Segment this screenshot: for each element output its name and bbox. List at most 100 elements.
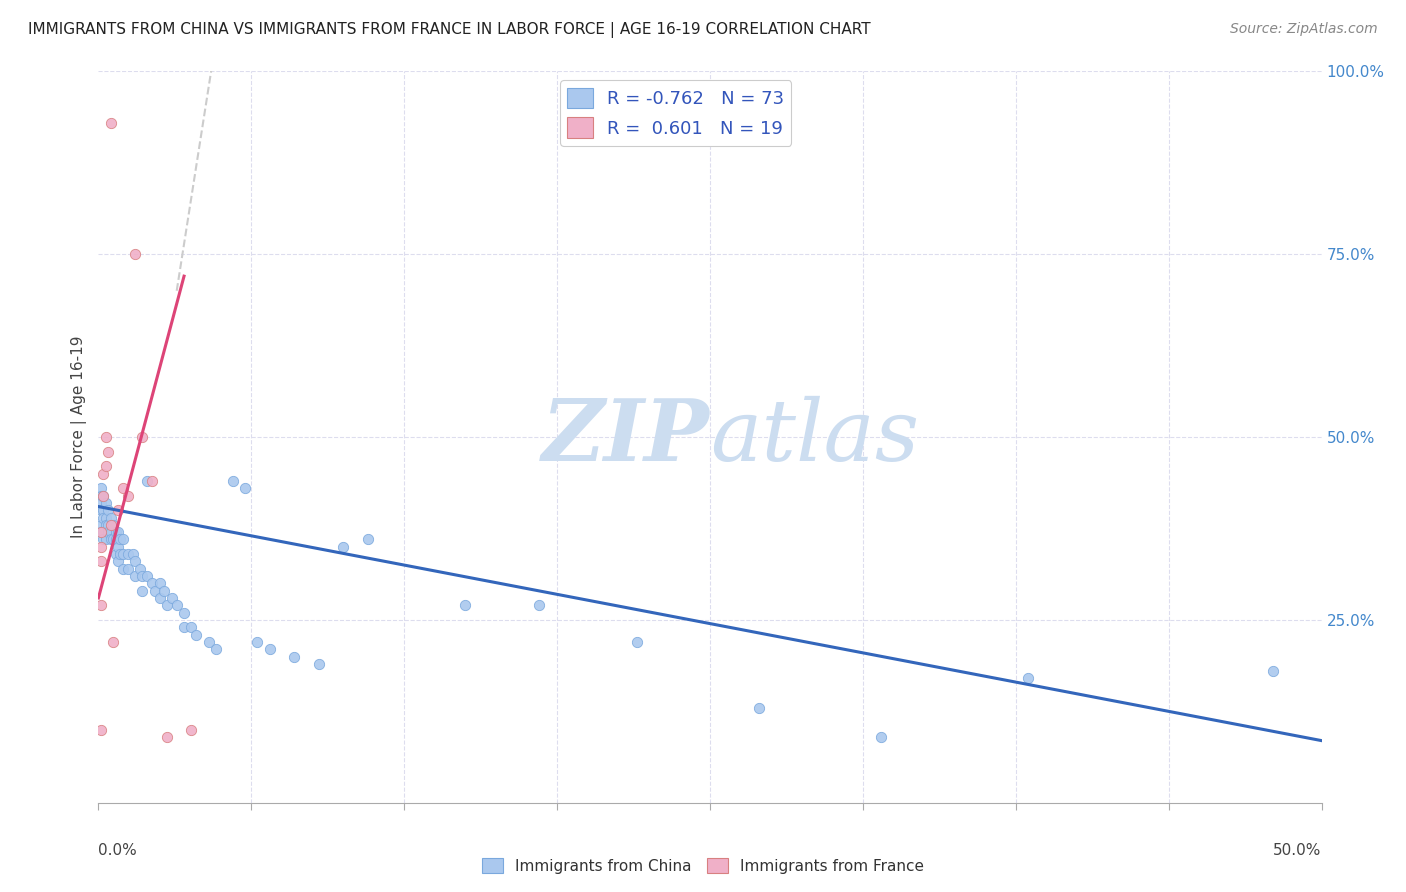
Point [107, 540, 129, 554]
Text: 0.0%: 0.0% [98, 843, 138, 858]
Point [101, 635, 124, 649]
Point [124, 554, 146, 568]
Point [129, 562, 152, 576]
Point [222, 474, 245, 488]
Point [91, 489, 114, 503]
Point [94, 510, 117, 524]
Point [111, 547, 134, 561]
Point [141, 474, 163, 488]
Point [259, 642, 281, 657]
Point [131, 430, 153, 444]
Point [141, 576, 163, 591]
Point [90, 723, 112, 737]
Point [149, 591, 172, 605]
Point [94, 517, 117, 532]
Point [870, 730, 893, 744]
Point [101, 533, 124, 547]
Point [186, 627, 208, 641]
Point [121, 547, 143, 561]
Point [100, 533, 122, 547]
Point [166, 599, 188, 613]
Point [110, 533, 132, 547]
Legend: R = -0.762   N = 73, R =  0.601   N = 19: R = -0.762 N = 73, R = 0.601 N = 19 [560, 80, 792, 145]
Point [90, 489, 112, 503]
Point [131, 569, 153, 583]
Point [748, 700, 770, 714]
Point [104, 547, 127, 561]
Point [197, 635, 219, 649]
Point [90, 540, 112, 554]
Point [94, 496, 117, 510]
Point [160, 591, 183, 605]
Point [111, 562, 134, 576]
Point [90, 503, 112, 517]
Point [117, 547, 139, 561]
Point [1261, 664, 1284, 678]
Point [1017, 672, 1039, 686]
Point [97, 525, 120, 540]
Point [149, 576, 172, 591]
Text: atlas: atlas [710, 396, 920, 478]
Point [107, 554, 129, 568]
Point [173, 606, 195, 620]
Point [90, 554, 112, 568]
Point [180, 620, 202, 634]
Point [97, 517, 120, 532]
Text: Source: ZipAtlas.com: Source: ZipAtlas.com [1230, 22, 1378, 37]
Point [91, 510, 114, 524]
Point [332, 540, 354, 554]
Point [233, 481, 256, 495]
Point [205, 642, 228, 657]
Point [117, 489, 139, 503]
Point [173, 620, 195, 634]
Point [110, 547, 132, 561]
Point [111, 481, 134, 495]
Point [283, 649, 305, 664]
Point [90, 481, 112, 495]
Point [90, 525, 112, 540]
Point [97, 503, 120, 517]
Point [626, 635, 648, 649]
Point [107, 503, 129, 517]
Point [91, 533, 114, 547]
Point [100, 115, 122, 129]
Point [180, 723, 202, 737]
Point [124, 569, 146, 583]
Point [91, 503, 114, 517]
Point [90, 517, 112, 532]
Point [101, 517, 124, 532]
Point [454, 599, 477, 613]
Point [90, 599, 112, 613]
Point [104, 525, 127, 540]
Point [100, 517, 122, 532]
Text: ZIP: ZIP [543, 395, 710, 479]
Point [111, 533, 134, 547]
Point [94, 459, 117, 474]
Point [90, 525, 112, 540]
Point [131, 583, 153, 598]
Point [117, 562, 139, 576]
Text: IMMIGRANTS FROM CHINA VS IMMIGRANTS FROM FRANCE IN LABOR FORCE | AGE 16-19 CORRE: IMMIGRANTS FROM CHINA VS IMMIGRANTS FROM… [28, 22, 870, 38]
Point [136, 569, 159, 583]
Legend: Immigrants from China, Immigrants from France: Immigrants from China, Immigrants from F… [475, 852, 931, 880]
Point [308, 657, 330, 671]
Point [100, 510, 122, 524]
Point [153, 583, 176, 598]
Point [246, 635, 269, 649]
Point [97, 444, 120, 458]
Point [156, 730, 179, 744]
Point [356, 533, 378, 547]
Point [91, 525, 114, 540]
Point [91, 489, 114, 503]
Point [527, 599, 550, 613]
Point [100, 525, 122, 540]
Point [136, 474, 159, 488]
Point [94, 533, 117, 547]
Point [104, 533, 127, 547]
Point [90, 496, 112, 510]
Y-axis label: In Labor Force | Age 16-19: In Labor Force | Age 16-19 [72, 335, 87, 539]
Point [143, 583, 166, 598]
Point [91, 467, 114, 481]
Point [107, 525, 129, 540]
Point [124, 247, 146, 261]
